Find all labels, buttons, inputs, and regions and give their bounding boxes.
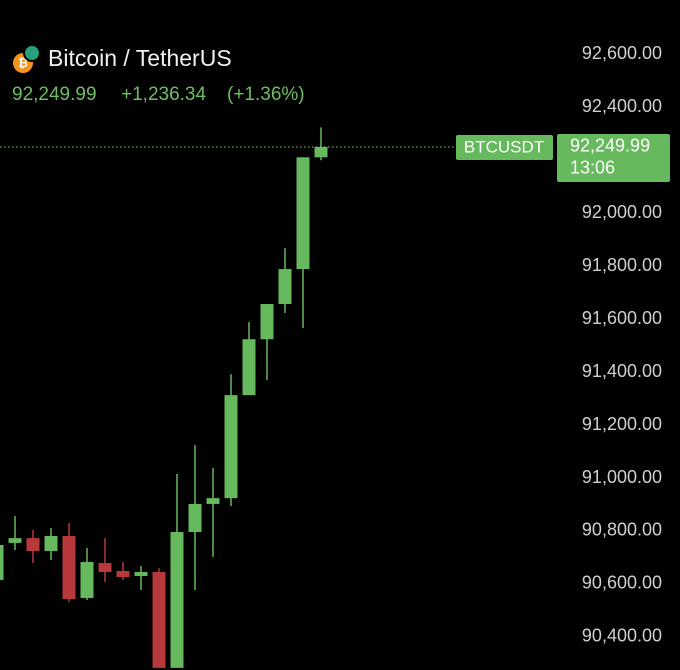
candle-body xyxy=(116,570,130,578)
y-tick-label: 90,800.00 xyxy=(582,520,662,540)
candle-body xyxy=(314,146,328,158)
btc-icon-symbol: ₿ xyxy=(18,56,28,70)
price-tag-label: 92,249.99 xyxy=(570,136,650,156)
y-tick-label: 91,000.00 xyxy=(582,467,662,487)
candle-body xyxy=(62,536,76,600)
y-tick-label: 92,400.00 xyxy=(582,96,662,116)
price-tag xyxy=(557,133,670,182)
change-pct: (+1.36%) xyxy=(227,84,305,105)
y-tick-label: 91,400.00 xyxy=(582,361,662,381)
candle-body xyxy=(296,157,310,270)
usdt-icon xyxy=(23,44,41,62)
symbol-tag xyxy=(456,134,553,160)
y-tick-label: 90,600.00 xyxy=(582,573,662,593)
candle-body xyxy=(80,561,94,598)
candle-body xyxy=(278,269,292,305)
symbol-tag-label: BTCUSDT xyxy=(464,137,544,156)
candle-body xyxy=(26,538,40,552)
change: +1,236.34 xyxy=(121,84,206,105)
last-price: 92,249.99 xyxy=(12,84,97,105)
candle-body xyxy=(170,532,184,668)
candle-body xyxy=(188,503,202,533)
y-tick-label: 91,600.00 xyxy=(582,308,662,328)
chart-title: Bitcoin / TetherUS xyxy=(48,45,232,71)
plot xyxy=(0,127,328,668)
y-tick-label: 90,400.00 xyxy=(582,626,662,646)
candle-body xyxy=(98,563,112,573)
candle-body xyxy=(242,339,256,396)
candle-body xyxy=(44,536,58,552)
y-tick-label: 92,600.00 xyxy=(582,43,662,63)
candle-body xyxy=(134,572,148,576)
candle-body xyxy=(260,304,274,340)
candle-body xyxy=(206,498,220,504)
candle-body xyxy=(152,572,166,668)
candle-body xyxy=(224,395,238,499)
candle-body xyxy=(8,538,22,543)
y-tick-label: 91,800.00 xyxy=(582,255,662,275)
candle-body xyxy=(0,545,4,580)
y-tick-label: 91,200.00 xyxy=(582,414,662,434)
countdown: 13:06 xyxy=(570,158,615,178)
y-tick-label: 92,000.00 xyxy=(582,202,662,222)
